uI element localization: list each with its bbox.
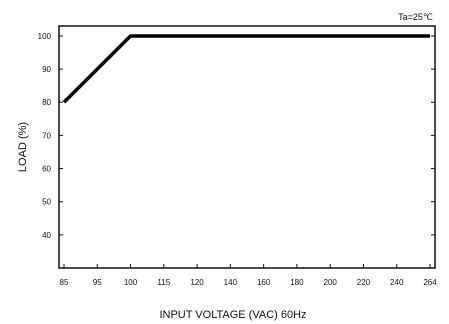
- y-tick-label: 70: [42, 131, 51, 140]
- x-tick-label: 160: [257, 278, 271, 287]
- x-axis-title: INPUT VOLTAGE (VAC) 60Hz: [159, 309, 306, 321]
- y-tick-label: 40: [42, 231, 51, 240]
- x-tick-label: 220: [357, 278, 371, 287]
- y-axis-title: LOAD (%): [17, 122, 29, 172]
- x-tick-label: 200: [324, 278, 338, 287]
- x-tick-label: 264: [423, 278, 437, 287]
- x-tick-label: 85: [60, 278, 69, 287]
- x-tick-label: 240: [390, 278, 404, 287]
- y-axis: 40 50 60 70 80 90 100: [38, 32, 435, 240]
- x-tick-label: 180: [290, 278, 304, 287]
- x-tick-label: 95: [93, 278, 102, 287]
- x-tick-label: 140: [224, 278, 238, 287]
- y-tick-label: 80: [42, 98, 51, 107]
- x-tick-label: 120: [190, 278, 204, 287]
- plot-frame: [58, 25, 436, 269]
- x-axis: 85 95 100 115 120 140 160 180 200 220 240 264: [60, 264, 437, 287]
- series-layer: [62, 34, 430, 104]
- series-line-load: [62, 34, 430, 104]
- x-tick-label: 100: [124, 278, 138, 287]
- y-tick-label: 100: [38, 32, 52, 41]
- annotation-temperature: Ta=25℃: [398, 12, 433, 22]
- y-tick-label: 90: [42, 65, 51, 74]
- y-tick-label: 60: [42, 165, 51, 174]
- x-tick-label: 115: [157, 278, 170, 287]
- y-tick-label: 50: [42, 198, 51, 207]
